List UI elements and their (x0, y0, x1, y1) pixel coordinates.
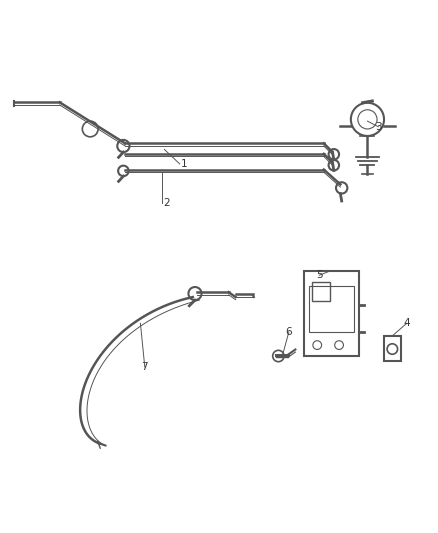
Text: 5: 5 (316, 270, 323, 280)
Text: 1: 1 (181, 159, 187, 169)
Text: 7: 7 (141, 362, 148, 372)
Bar (312, 282, 330, 301)
Bar (308, 286, 354, 332)
Text: 2: 2 (163, 198, 170, 208)
Text: 4: 4 (403, 318, 410, 328)
Bar (304, 271, 359, 356)
Text: 3: 3 (375, 122, 381, 132)
Text: 6: 6 (286, 327, 292, 337)
Bar (384, 336, 401, 361)
